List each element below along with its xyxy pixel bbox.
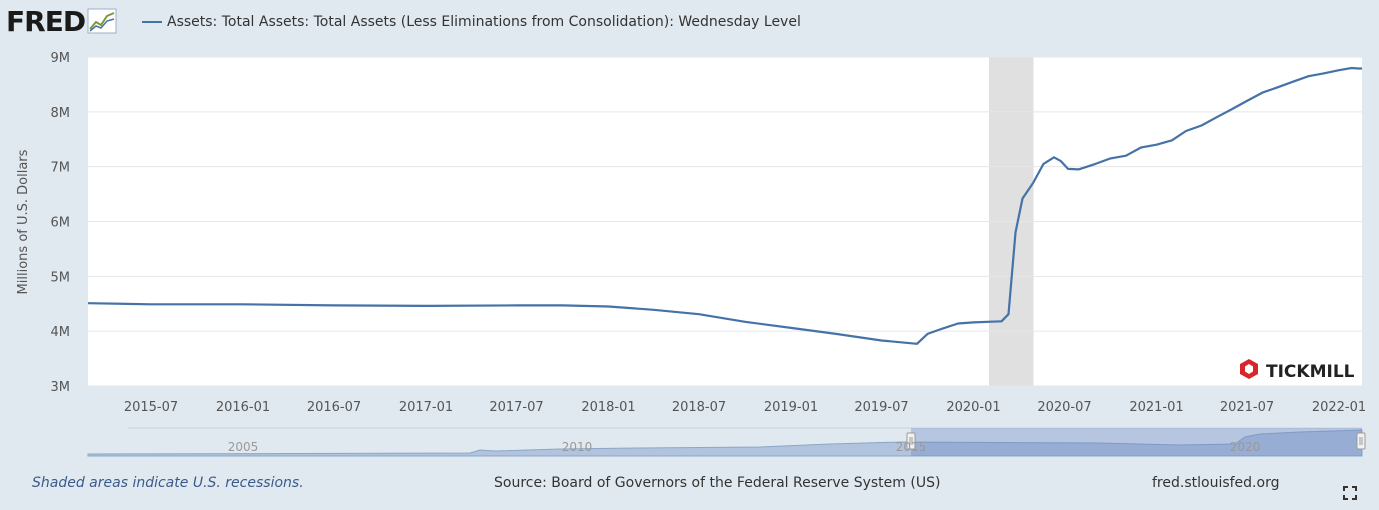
chart-legend[interactable]: Assets: Total Assets: Total Assets (Less… bbox=[142, 12, 801, 32]
series-line[interactable] bbox=[87, 66, 1362, 345]
y-tick-label: 7M bbox=[51, 161, 71, 176]
fred-graph-icon bbox=[87, 8, 117, 34]
x-tick-label: 2020-07 bbox=[1037, 400, 1091, 415]
y-tick-label: 9M bbox=[51, 51, 71, 66]
navigator-tick-label: 2020 bbox=[1230, 440, 1261, 454]
fred-logo[interactable]: FRED bbox=[6, 4, 117, 38]
x-tick-label: 2016-07 bbox=[307, 400, 361, 415]
navigator-handle-right[interactable] bbox=[1356, 432, 1366, 450]
tickmill-watermark: TICKMILL bbox=[1240, 359, 1355, 382]
navigator-handle-left[interactable] bbox=[906, 432, 916, 450]
navigator-selection[interactable] bbox=[911, 428, 1362, 456]
x-tick-label: 2018-01 bbox=[581, 400, 635, 415]
x-tick-label: 2015-07 bbox=[124, 400, 178, 415]
x-tick-label: 2018-07 bbox=[672, 400, 726, 415]
x-tick-label: 2022-01 bbox=[1312, 400, 1366, 415]
navigator[interactable]: 2005 2010 2015 2020 bbox=[87, 428, 1366, 457]
y-tick-label: 5M bbox=[51, 270, 71, 285]
y-tick-label: 3M bbox=[51, 380, 71, 395]
x-tick-label: 2020-01 bbox=[946, 400, 1000, 415]
tickmill-wordmark: TICKMILL bbox=[1266, 362, 1355, 382]
x-tick-label: 2019-07 bbox=[854, 400, 908, 415]
y-tick-label: 8M bbox=[51, 106, 71, 121]
navigator-tick-label: 2005 bbox=[228, 440, 259, 454]
navigator-series bbox=[87, 429, 1363, 457]
recession-note: Shaded areas indicate U.S. recessions. bbox=[32, 475, 304, 491]
fred-logo-text: FRED bbox=[6, 4, 86, 38]
x-tick-label: 2021-07 bbox=[1220, 400, 1274, 415]
y-tick-label: 6M bbox=[51, 216, 71, 231]
tickmill-logo-icon-inner bbox=[1245, 364, 1253, 374]
fullscreen-icon[interactable] bbox=[1343, 486, 1357, 500]
site-link[interactable]: fred.stlouisfed.org bbox=[1152, 475, 1280, 491]
x-tick-label: 2019-01 bbox=[764, 400, 818, 415]
source-text: Source: Board of Governors of the Federa… bbox=[494, 475, 941, 491]
navigator-tick-label: 2010 bbox=[562, 440, 593, 454]
navigator-tick-label: 2015 bbox=[896, 440, 927, 454]
chart-area[interactable]: 3M 4M 5M 6M 7M 8M 9M 2015-07 2016-01 2016-07 2017-… bbox=[0, 40, 1379, 465]
y-tick-label: 4M bbox=[51, 325, 71, 340]
x-tick-label: 2017-01 bbox=[399, 400, 453, 415]
x-tick-label: 2016-01 bbox=[216, 400, 270, 415]
legend-series-label: Assets: Total Assets: Total Assets (Less… bbox=[167, 14, 801, 30]
y-axis-label: Millions of U.S. Dollars bbox=[16, 149, 31, 294]
chart-header: FRED Assets: Total Assets: Total Assets … bbox=[0, 0, 1379, 44]
x-tick-label: 2017-07 bbox=[489, 400, 543, 415]
legend-swatch bbox=[142, 21, 162, 23]
x-tick-label: 2021-01 bbox=[1129, 400, 1183, 415]
